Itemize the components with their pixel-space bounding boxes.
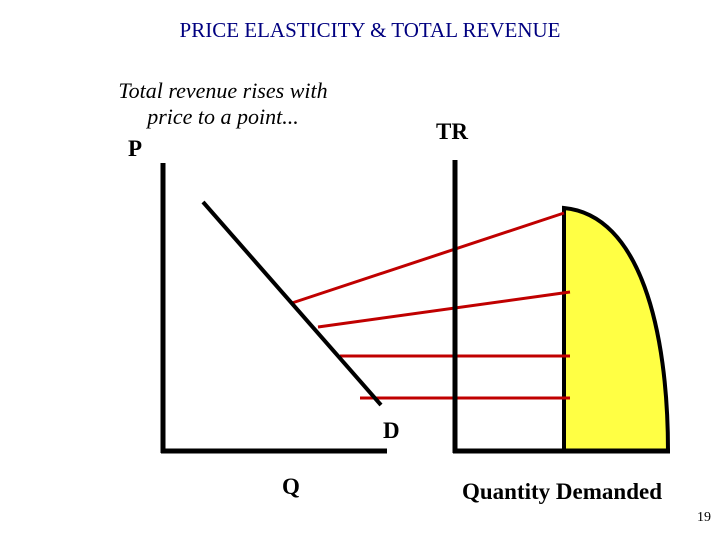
connector-line-2 (317, 290, 571, 329)
quantity-demanded-axis-label: Quantity Demanded (462, 479, 662, 504)
price-axis-label: P (128, 136, 143, 161)
demand-curve-label: D (383, 418, 400, 443)
tr-axis-label: TR (436, 119, 468, 144)
quantity-axis-label: Q (282, 474, 300, 499)
demand-curve (201, 200, 383, 407)
slide-number: 19 (697, 510, 711, 525)
slide-title: PRICE ELASTICITY & TOTAL REVENUE (179, 18, 561, 42)
annotation-text: Total revenue rises with price to a poin… (118, 78, 328, 129)
connector-line-1 (291, 211, 565, 305)
total-revenue-curve (562, 205, 671, 453)
